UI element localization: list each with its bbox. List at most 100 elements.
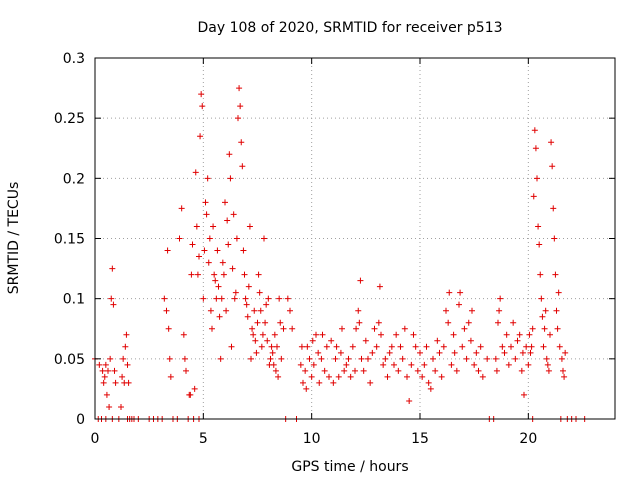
data-point <box>371 325 378 332</box>
data-point <box>561 373 568 380</box>
data-point <box>178 205 185 212</box>
x-tick-label: 10 <box>303 431 321 447</box>
data-point <box>548 139 555 146</box>
data-point <box>275 373 282 380</box>
data-point <box>495 319 501 326</box>
data-point <box>538 295 545 302</box>
data-point <box>122 343 129 350</box>
data-point <box>382 355 389 362</box>
data-point <box>214 247 221 254</box>
data-point <box>123 331 130 338</box>
data-point <box>100 379 107 386</box>
data-point <box>163 307 170 314</box>
data-point <box>445 319 452 326</box>
data-point <box>554 325 561 332</box>
data-point <box>201 247 208 254</box>
data-point <box>477 343 484 350</box>
data-point <box>525 361 532 368</box>
data-point <box>540 343 547 350</box>
data-point <box>473 349 480 356</box>
y-tick-label: 0 <box>76 412 85 428</box>
data-point <box>328 337 335 344</box>
data-point <box>401 325 408 332</box>
data-point <box>192 169 199 176</box>
data-point <box>408 361 415 368</box>
data-point <box>380 361 387 368</box>
data-point <box>223 307 230 314</box>
data-point <box>499 343 506 350</box>
data-point <box>110 301 117 308</box>
data-point <box>543 355 550 362</box>
data-point <box>386 349 393 356</box>
data-point <box>236 85 243 92</box>
data-point <box>341 367 348 374</box>
data-point <box>298 343 305 350</box>
data-point <box>319 331 326 338</box>
data-point <box>326 373 332 380</box>
data-point <box>215 283 222 290</box>
data-point <box>448 361 455 368</box>
data-point <box>510 319 517 326</box>
data-point <box>542 307 549 314</box>
data-point <box>503 331 510 338</box>
data-point <box>443 307 449 314</box>
data-point <box>194 271 201 278</box>
data-point <box>544 361 551 368</box>
data-point <box>497 295 504 302</box>
data-point <box>207 307 214 314</box>
data-point <box>204 175 211 182</box>
data-point <box>376 283 383 290</box>
data-point <box>545 367 552 374</box>
data-point <box>225 241 232 248</box>
data-point <box>451 349 458 356</box>
data-point <box>412 343 419 350</box>
data-point <box>530 193 537 200</box>
data-point <box>534 175 540 182</box>
data-point <box>333 343 340 350</box>
data-point <box>257 307 264 314</box>
data-point <box>551 235 558 242</box>
data-point <box>191 385 198 392</box>
data-point <box>332 355 339 362</box>
data-point <box>300 379 306 386</box>
data-point <box>224 217 231 224</box>
chart-title: Day 108 of 2020, SRMTID for receiver p51… <box>197 20 502 36</box>
data-point <box>270 361 277 368</box>
data-point <box>523 343 530 350</box>
data-point <box>469 307 475 314</box>
data-point <box>303 385 310 392</box>
data-point <box>397 343 404 350</box>
data-point <box>261 235 267 242</box>
data-point <box>244 313 251 320</box>
data-point <box>183 367 189 374</box>
y-tick-label: 0.1 <box>63 292 85 308</box>
data-point <box>250 331 257 338</box>
data-point <box>232 289 239 296</box>
data-point <box>461 325 468 332</box>
data-point <box>323 343 330 350</box>
data-point <box>463 355 470 362</box>
data-point <box>496 307 503 314</box>
data-point <box>263 301 270 308</box>
data-point <box>553 307 560 314</box>
data-point <box>220 271 227 278</box>
data-point <box>196 253 202 260</box>
x-tick-label: 5 <box>199 431 208 447</box>
data-point <box>521 391 527 398</box>
data-point <box>373 343 380 350</box>
data-point <box>512 355 519 362</box>
data-point <box>425 379 432 386</box>
data-point <box>102 361 109 368</box>
data-point <box>393 331 400 338</box>
y-tick-label: 0.25 <box>54 111 85 127</box>
data-point <box>197 133 204 140</box>
tick-labels: 0 5 10 15 20 0 0.05 0.1 0.15 0.2 0.25 0.3 <box>54 51 537 447</box>
data-point <box>388 343 395 350</box>
data-point <box>519 349 526 356</box>
data-point <box>456 301 462 308</box>
data-point <box>514 337 521 344</box>
data-point <box>306 355 313 362</box>
data-point <box>101 373 108 380</box>
